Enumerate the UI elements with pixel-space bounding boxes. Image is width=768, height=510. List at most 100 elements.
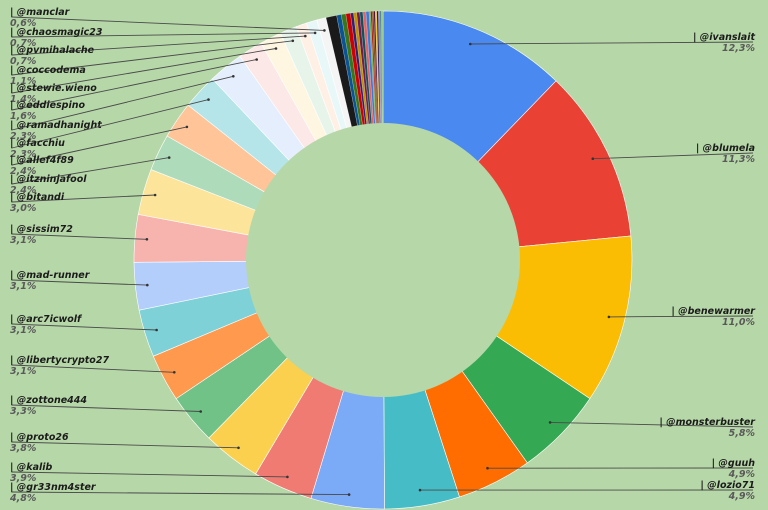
label-value-benewarmer: 11,0% — [722, 317, 755, 328]
label-name-ivanslait: | @ivanslait — [693, 32, 755, 43]
label-name-bitandi: | @bitandi — [10, 192, 65, 203]
label-value-arc7icwolf: 3,1% — [10, 325, 36, 336]
label-name-coccodema: | @coccodema — [10, 65, 86, 76]
label-value-bitandi: 3,0% — [10, 203, 36, 214]
label-name-zottone444: | @zottone444 — [10, 395, 87, 406]
label-value-guuh: 4,9% — [728, 469, 755, 480]
label-value-zottone444: 3,3% — [10, 406, 36, 417]
label-name-pvmihalache: | @pvmihalache — [10, 45, 95, 56]
label-name-chaosmagic23: | @chaosmagic23 — [10, 27, 103, 38]
leader-dot-ramadhanight — [232, 75, 235, 78]
leader-dot-arc7icwolf — [155, 328, 158, 332]
leader-dot-pvmihalache — [304, 34, 307, 38]
leader-dot-ivanslait — [469, 42, 472, 46]
label-value-itzninjafool: 2,4% — [10, 185, 36, 196]
label-name-blumela: | @blumela — [696, 143, 755, 154]
label-value-kalib: 3,9% — [10, 473, 36, 484]
label-name-kalib: | @kalib — [10, 462, 53, 473]
leader-dot-blumela — [591, 157, 595, 160]
label-name-eddiespino: | @eddiespino — [10, 100, 85, 111]
label-name-gr33nm4ster: | @gr33nm4ster — [10, 482, 97, 493]
label-name-monsterbuster: | @monsterbuster — [659, 417, 756, 428]
leader-line-itzninjafool — [11, 157, 170, 185]
label-value-gr33nm4ster: 4,8% — [9, 493, 36, 504]
leader-dot-eddiespino — [255, 58, 258, 61]
label-value-lozio71: 4,9% — [728, 491, 755, 502]
leader-line-kalib — [11, 471, 288, 478]
leader-line-eddiespino — [11, 59, 257, 111]
leader-line-arc7icwolf — [11, 323, 157, 331]
leader-dot-proto26 — [237, 446, 240, 450]
label-value-ivanslait: 12,3% — [722, 43, 755, 54]
label-name-arc7icwolf: | @arc7icwolf — [10, 314, 83, 325]
label-name-benewarmer: | @benewarmer — [671, 306, 756, 317]
leader-dot-sissim72 — [145, 238, 149, 241]
leader-line-libertycrypto27 — [11, 364, 175, 373]
leader-dot-itzninjafool — [167, 156, 171, 159]
label-name-sissim72: | @sissim72 — [10, 224, 73, 235]
label-name-manclar: | @manclar — [10, 7, 71, 18]
donut-hole — [246, 123, 520, 397]
label-name-mad-runner: | @mad-runner — [10, 270, 91, 281]
leader-dot-stewie-wieno — [274, 47, 278, 50]
leader-line-manclar — [11, 16, 325, 31]
label-name-facchiu: | @facchiu — [10, 138, 65, 149]
label-name-guuh: | @guuh — [712, 458, 756, 469]
leader-line-stewie-wieno — [11, 48, 277, 94]
leader-line-chaosmagic23 — [11, 32, 316, 38]
leader-dot-facchiu — [207, 98, 210, 101]
label-value-manclar: 0,6% — [10, 18, 36, 29]
label-value-pvmihalache: 0,7% — [10, 56, 36, 67]
leader-dot-bitandi — [153, 193, 157, 197]
leader-dot-allef4f89 — [185, 125, 189, 129]
leader-dot-coccodema — [291, 39, 295, 43]
leader-dot-lozio71 — [418, 488, 422, 492]
leader-line-gr33nm4ster — [11, 491, 350, 496]
leader-line-sissim72 — [11, 233, 147, 240]
leader-dot-manclar — [323, 29, 326, 32]
label-name-libertycrypto27: | @libertycrypto27 — [10, 355, 109, 366]
label-value-ramadhanight: 2,3% — [10, 131, 36, 142]
label-value-stewie-wieno: 1,4% — [10, 94, 36, 105]
leader-line-blumela — [592, 152, 754, 160]
leader-line-coccodema — [11, 40, 293, 76]
label-value-sissim72: 3,1% — [10, 235, 36, 246]
label-value-libertycrypto27: 3,1% — [10, 366, 36, 377]
label-value-facchiu: 2,3% — [10, 149, 36, 160]
leader-dot-guuh — [486, 466, 489, 470]
label-value-allef4f89: 2,4% — [10, 166, 36, 177]
leader-line-proto26 — [11, 441, 239, 449]
leader-line-allef4f89 — [11, 126, 187, 166]
label-value-coccodema: 1,1% — [10, 76, 36, 87]
label-name-proto26: | @proto26 — [10, 432, 69, 443]
leader-line-zottone444 — [11, 404, 201, 412]
label-name-stewie-wieno: | @stewie.wieno — [10, 83, 97, 94]
leader-line-bitandi — [11, 194, 156, 203]
leader-line-benewarmer — [608, 315, 754, 318]
leader-dot-mad-runner — [146, 283, 149, 287]
label-value-chaosmagic23: 0,7% — [10, 38, 36, 49]
leader-line-pvmihalache — [11, 35, 306, 56]
leader-line-ivanslait — [470, 41, 754, 45]
label-name-allef4f89: | @allef4f89 — [10, 155, 74, 166]
leader-line-monsterbuster — [550, 421, 754, 428]
label-value-blumela: 11,3% — [722, 154, 755, 165]
label-value-mad-runner: 3,1% — [10, 281, 36, 292]
leader-dot-monsterbuster — [548, 421, 552, 424]
leader-dot-kalib — [286, 475, 289, 479]
leader-dot-gr33nm4ster — [347, 493, 351, 496]
label-name-itzninjafool: | @itzninjafool — [10, 174, 87, 185]
label-name-ramadhanight: | @ramadhanight — [10, 120, 102, 131]
leader-line-mad-runner — [11, 279, 148, 286]
leader-dot-chaosmagic23 — [313, 31, 317, 35]
label-name-lozio71: | @lozio71 — [700, 480, 755, 491]
leader-line-facchiu — [11, 99, 209, 149]
leader-dot-benewarmer — [607, 315, 611, 319]
leader-line-ramadhanight — [11, 75, 234, 131]
leader-dot-zottone444 — [199, 410, 202, 413]
label-value-eddiespino: 1,6% — [10, 111, 36, 122]
label-value-proto26: 3,8% — [10, 443, 36, 454]
leader-dot-libertycrypto27 — [173, 371, 176, 374]
